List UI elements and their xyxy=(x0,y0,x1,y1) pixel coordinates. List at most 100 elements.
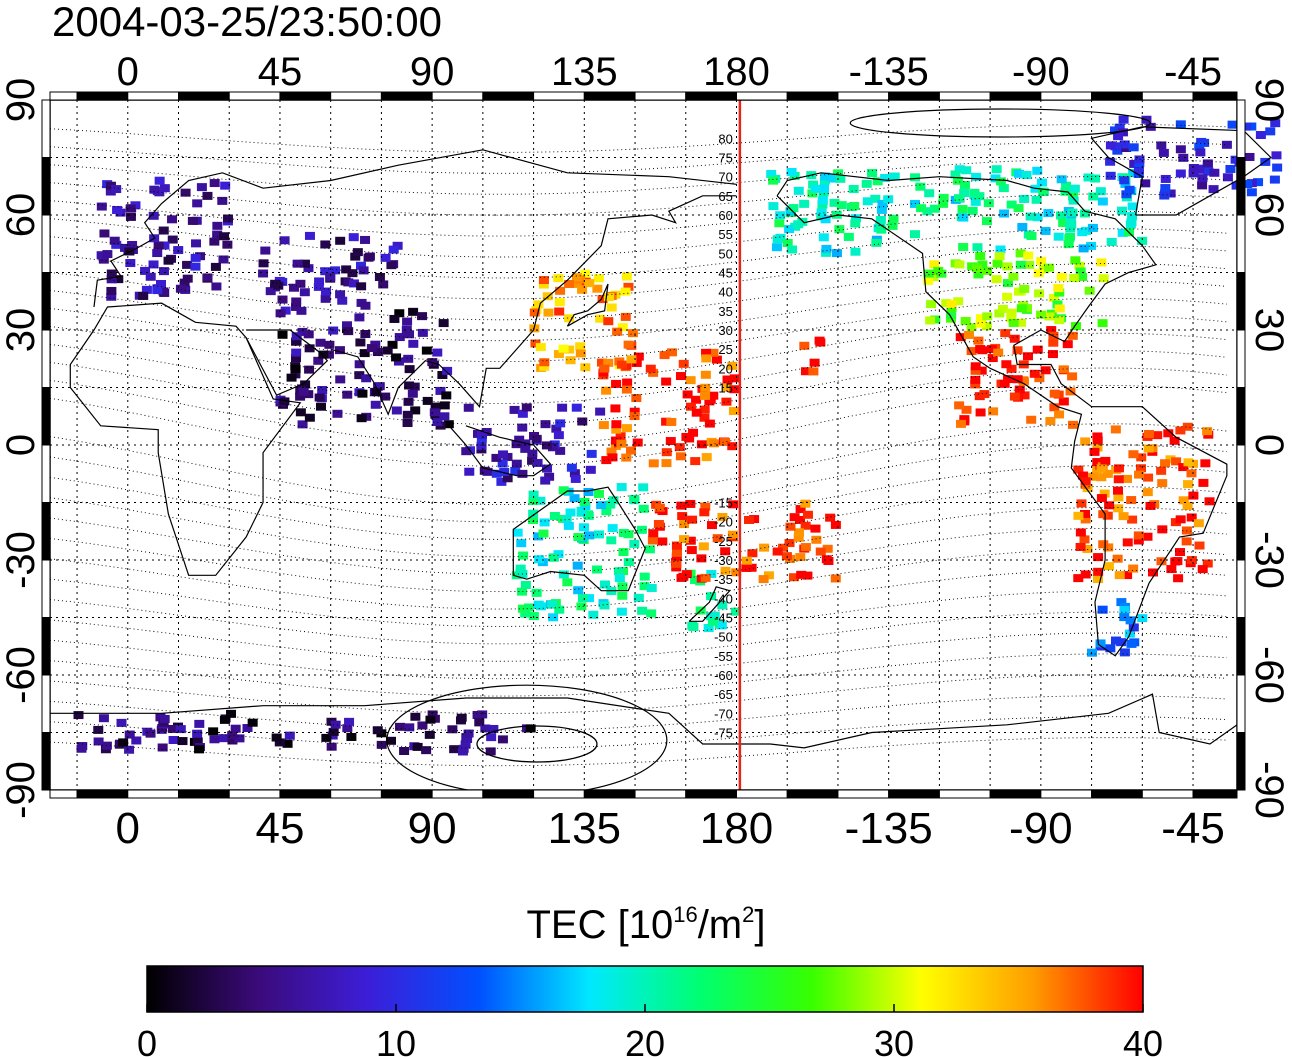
bottom-border-bar xyxy=(431,789,484,799)
right-border-bar xyxy=(1236,617,1246,676)
bottom-border-bar xyxy=(1091,789,1143,799)
graticule-layer xyxy=(50,100,1237,790)
mag-contour xyxy=(49,297,1227,363)
bottom-border-bar xyxy=(1192,789,1238,799)
right-lat-tick-label: 60 xyxy=(1247,193,1291,238)
top-lon-tick-label: -135 xyxy=(849,50,929,94)
coastline-0 xyxy=(93,149,737,308)
right-lat-tick-label: -60 xyxy=(1247,646,1291,704)
marker-lat-label: 70 xyxy=(718,170,732,185)
colorbar-tick-label: 40 xyxy=(1123,1023,1163,1057)
bottom-border-bar xyxy=(583,789,636,799)
right-border-bar xyxy=(1236,387,1246,446)
marker-lat-label: 20 xyxy=(718,361,732,376)
top-lon-tick-label: 45 xyxy=(258,50,303,94)
colorbar-tick-label: 20 xyxy=(625,1023,665,1057)
top-border-bar xyxy=(786,91,839,101)
tec-region-europe xyxy=(96,176,234,301)
marker-lat-label: 65 xyxy=(718,189,732,204)
coastline-1 xyxy=(69,302,302,576)
bottom-lon-tick-label: 135 xyxy=(548,804,621,853)
marker-lat-label: -70 xyxy=(714,706,733,721)
tec-region-alaska-canada xyxy=(766,165,1148,258)
top-border-bar xyxy=(1192,91,1238,101)
magnetic-contours-layer xyxy=(49,108,1227,796)
left-lat-tick-label: 30 xyxy=(0,308,43,353)
marker-lat-label: 25 xyxy=(718,342,732,357)
marker-lat-label: 75 xyxy=(718,151,732,166)
tec-region-hawaii xyxy=(799,336,826,376)
top-border-bar xyxy=(49,91,78,101)
bottom-border-bar xyxy=(634,789,687,799)
mag-contour xyxy=(49,367,1227,446)
tec-region-south-america xyxy=(1073,422,1215,584)
right-border-bar xyxy=(1236,214,1246,273)
bottom-border-bar xyxy=(49,789,78,799)
marker-lat-label: 50 xyxy=(718,246,732,261)
left-lat-tick-label: 90 xyxy=(0,78,43,123)
colorbar-tick-label: 0 xyxy=(137,1023,157,1057)
coastline-layer xyxy=(50,126,1272,749)
bottom-border-bar xyxy=(380,789,433,799)
coastline-6 xyxy=(688,586,731,622)
marker-lat-label: 40 xyxy=(718,285,732,300)
bottom-lon-tick-label: 45 xyxy=(255,804,304,853)
tec-region-patagonia xyxy=(1086,598,1148,657)
tec-cells-layer xyxy=(73,115,1283,756)
mag-contour xyxy=(49,210,1227,258)
marker-lat-label: -50 xyxy=(714,630,733,645)
bottom-border-bar xyxy=(735,789,788,799)
marker-lat-label: -55 xyxy=(714,649,733,664)
coastline-3 xyxy=(330,195,737,416)
coastline-10 xyxy=(50,693,1238,749)
bottom-border-bar xyxy=(1141,789,1194,799)
left-border-bar xyxy=(41,272,51,331)
top-lon-tick-label: 180 xyxy=(703,50,770,94)
right-border-bar xyxy=(1236,444,1246,503)
top-lon-tick-label: -45 xyxy=(1164,50,1222,94)
colorbar-title: TEC [1016/m2] xyxy=(526,902,766,947)
left-border-bar xyxy=(41,329,51,388)
bottom-lon-tick-label: 90 xyxy=(408,804,457,853)
bottom-lon-tick-label: -135 xyxy=(845,804,933,853)
marker-lat-label: 30 xyxy=(718,323,732,338)
marker-lat-label: -30 xyxy=(714,553,733,568)
right-border-bar xyxy=(1236,272,1246,331)
mag-pole-contour-north xyxy=(849,108,1151,138)
bottom-border-bar xyxy=(685,789,737,799)
bottom-lon-tick-label: -90 xyxy=(1009,804,1073,853)
marker-lat-label: -75 xyxy=(714,726,733,741)
mag-contour xyxy=(49,611,1227,662)
coastline-7 xyxy=(448,425,552,477)
bottom-lon-tick-label: -45 xyxy=(1161,804,1225,853)
left-border-bar xyxy=(41,99,51,158)
axis-ticks-layer: 0 45 90 135 180 -135 -90 -450 45 90 135 180 -135 -90-… xyxy=(0,50,1291,853)
marker-lat-label: 80 xyxy=(718,131,732,146)
mag-contour xyxy=(49,716,1227,749)
right-lat-tick-label: -90 xyxy=(1247,761,1291,819)
marker-lat-label: 15 xyxy=(718,381,732,396)
bottom-border-bar xyxy=(1040,789,1093,799)
mag-contour xyxy=(49,123,1227,153)
left-lat-tick-label: 60 xyxy=(0,193,43,238)
bottom-border-bar xyxy=(482,789,535,799)
left-lat-tick-label: -30 xyxy=(0,531,43,589)
bottom-border-bar xyxy=(178,789,230,799)
right-lat-tick-label: 30 xyxy=(1247,308,1291,353)
marker-lat-label: 35 xyxy=(718,304,732,319)
marker-lat-label: -40 xyxy=(714,591,733,606)
top-lon-tick-label: 90 xyxy=(410,50,455,94)
mag-pole-contour-south-inner xyxy=(476,725,598,763)
marker-lat-label: 45 xyxy=(718,266,732,281)
top-border-bar xyxy=(938,91,991,101)
mag-contour xyxy=(49,423,1227,506)
mag-contour xyxy=(49,315,1227,383)
bottom-border-bar xyxy=(989,789,1042,799)
mag-contour xyxy=(49,737,1227,767)
bottom-border-bar xyxy=(837,789,890,799)
marker-lat-label: -65 xyxy=(714,687,733,702)
top-border-bar xyxy=(178,91,230,101)
bottom-lon-tick-label: 0 xyxy=(116,804,140,853)
marker-lat-label: -25 xyxy=(714,534,733,549)
mag-contour xyxy=(49,158,1227,195)
